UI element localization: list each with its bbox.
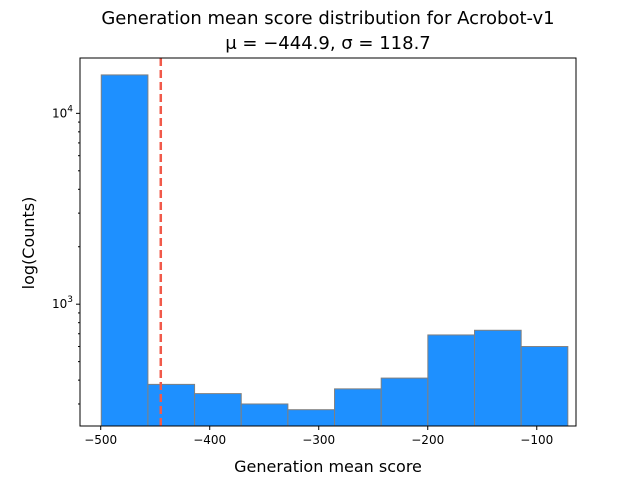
histogram-bar-9 bbox=[474, 329, 522, 427]
histogram-bar-3 bbox=[194, 393, 242, 427]
chart-title: Generation mean score distribution for A… bbox=[101, 8, 554, 29]
y-axis: 103 104 bbox=[52, 104, 80, 405]
histogram-bar-1 bbox=[100, 74, 149, 427]
bars-group bbox=[100, 74, 569, 427]
histogram-bar-5 bbox=[287, 409, 336, 427]
x-axis: −500 −400 −300 −200 −100 bbox=[84, 426, 553, 447]
x-tick-label: −300 bbox=[302, 433, 335, 447]
y-tick-label: 103 bbox=[52, 295, 73, 311]
histogram-bar-7 bbox=[380, 377, 429, 427]
x-tick-label: −200 bbox=[411, 433, 444, 447]
histogram-bar-2 bbox=[147, 383, 196, 427]
histogram-bar-8 bbox=[427, 334, 476, 427]
plot-frame bbox=[79, 57, 577, 427]
y-axis-label: log(Counts) bbox=[19, 197, 38, 290]
y-tick-label: 104 bbox=[52, 104, 73, 120]
x-tick-label: −400 bbox=[193, 433, 226, 447]
x-axis-label: Generation mean score bbox=[234, 457, 422, 476]
histogram-bar-6 bbox=[334, 388, 382, 427]
chart-subtitle: μ = −444.9, σ = 118.7 bbox=[225, 33, 431, 54]
x-tick-label: −100 bbox=[520, 433, 553, 447]
x-tick-label: −500 bbox=[84, 433, 117, 447]
histogram-bar-4 bbox=[240, 403, 289, 427]
histogram-bar-10 bbox=[520, 346, 569, 427]
